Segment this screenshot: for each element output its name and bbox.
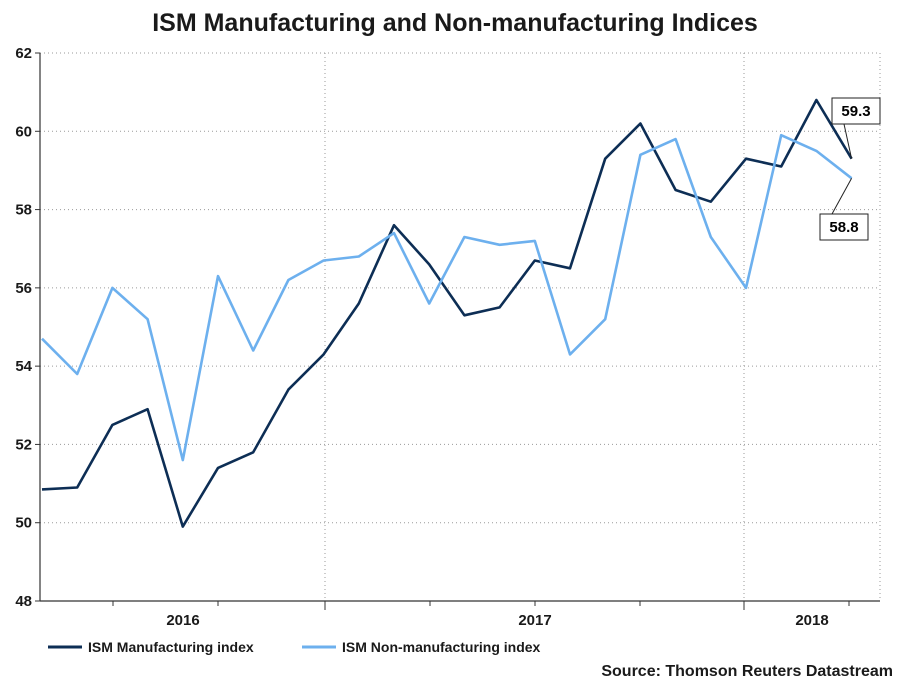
legend-label-non-manufacturing: ISM Non-manufacturing index <box>342 639 541 655</box>
chart-title: ISM Manufacturing and Non-manufacturing … <box>152 9 758 37</box>
series-lines <box>41 98 853 528</box>
axes <box>39 53 880 602</box>
y-axis-ticks: 48 50 52 54 56 58 60 62 <box>15 45 40 610</box>
x-tick-label: 2016 <box>166 612 199 629</box>
callout-leader <box>831 178 853 215</box>
y-tick-label: 48 <box>15 593 32 610</box>
legend-label-manufacturing: ISM Manufacturing index <box>88 639 254 655</box>
y-tick-label: 54 <box>15 358 32 375</box>
callouts: 59.3 58.8 <box>819 97 881 241</box>
y-tick-label: 58 <box>15 202 32 219</box>
y-tick-label: 62 <box>15 45 32 62</box>
grid-lines <box>40 52 881 601</box>
callout-label: 58.8 <box>829 219 858 236</box>
callout-box <box>819 213 869 241</box>
callout-box <box>831 97 881 125</box>
y-tick-label: 56 <box>15 280 32 297</box>
y-tick-label: 50 <box>15 515 32 532</box>
source-note: Source: Thomson Reuters Datastream <box>601 663 893 680</box>
x-axis-ticks: 2016 2017 2018 <box>112 601 850 629</box>
y-tick-label: 52 <box>15 436 32 453</box>
series-line-non-manufacturing <box>41 133 853 462</box>
x-tick-label: 2018 <box>795 612 828 629</box>
callout-leader <box>843 123 853 159</box>
callout-label: 59.3 <box>841 103 870 120</box>
series-line-manufacturing <box>41 98 853 528</box>
legend: ISM Manufacturing index ISM Non-manufact… <box>48 639 541 655</box>
x-tick-label: 2017 <box>518 612 551 629</box>
y-tick-label: 60 <box>15 123 32 140</box>
